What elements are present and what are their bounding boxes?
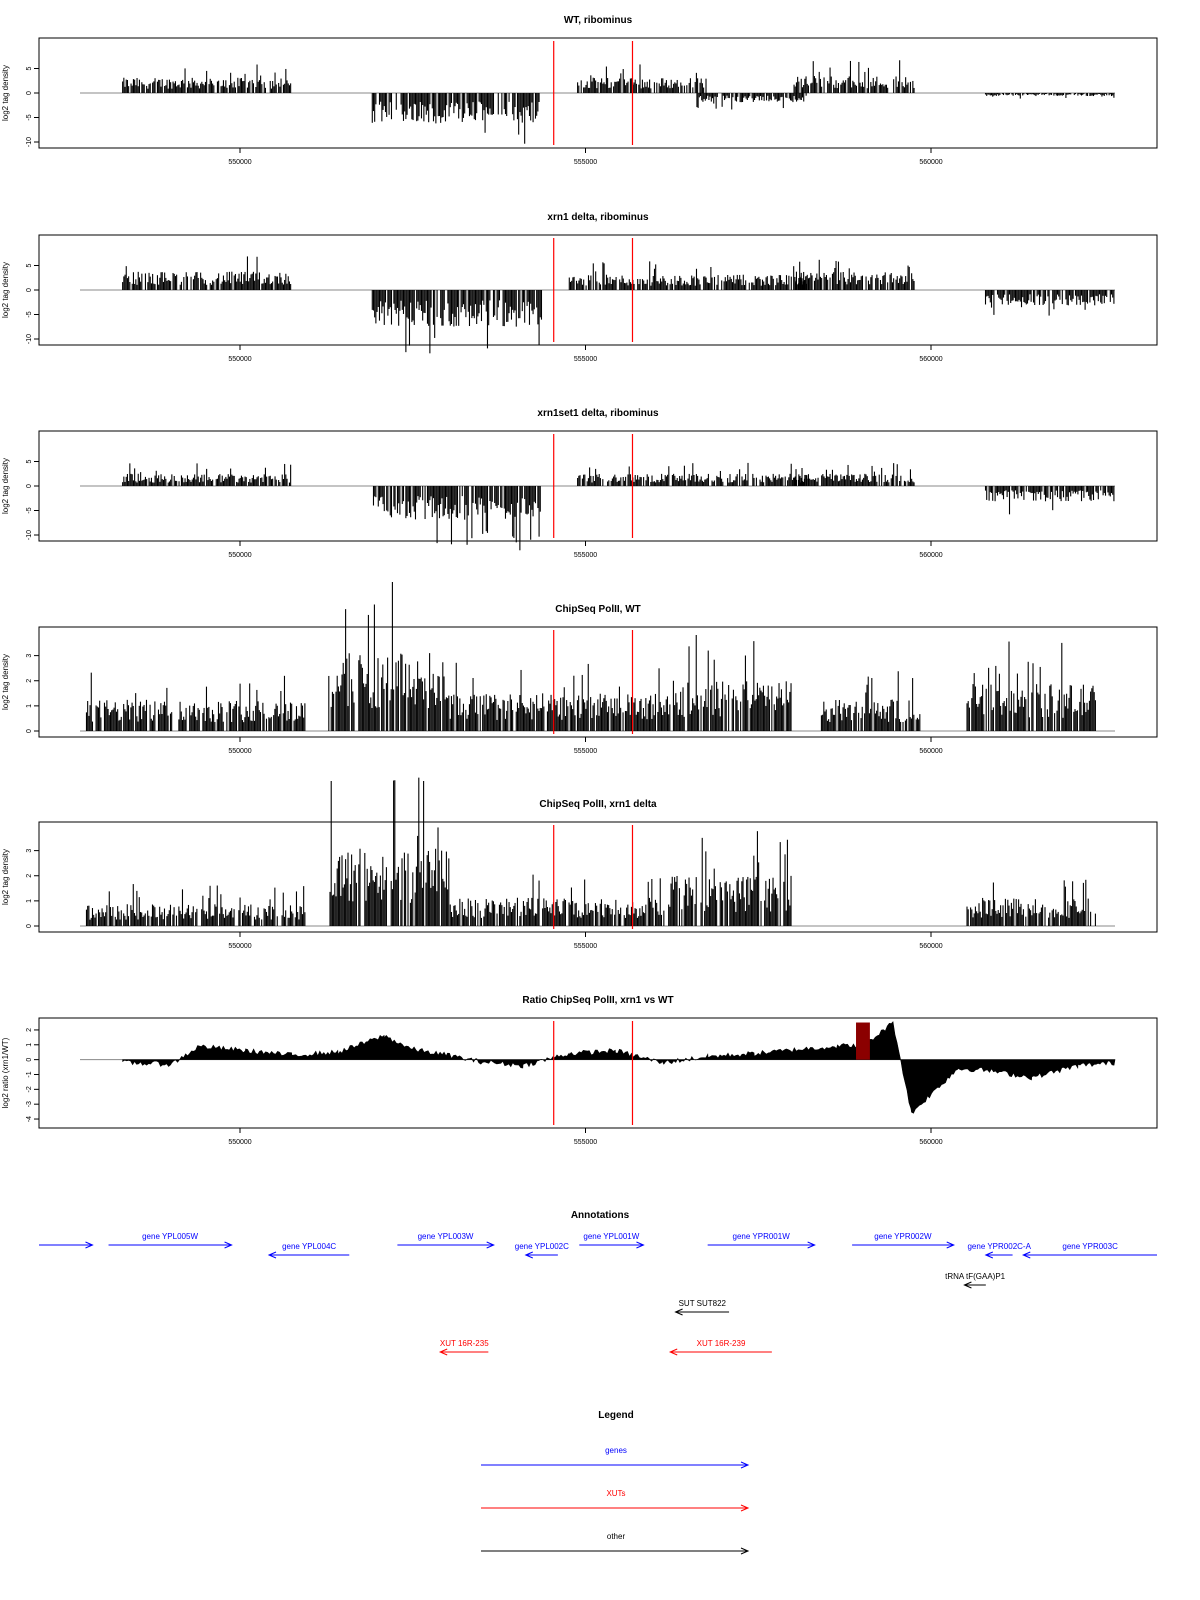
x-tick-label-4: 550000 — [228, 748, 251, 755]
x-tick-label-1: 555000 — [574, 159, 597, 166]
plot-frame-4 — [38, 626, 1158, 738]
x-tick-label-1: 550000 — [228, 159, 251, 166]
y-tick-label-2: -10 — [26, 334, 33, 344]
x-tick-label-3: 560000 — [919, 552, 942, 559]
y-tick-label-1: -10 — [26, 137, 33, 147]
gene-arrow-head — [85, 1241, 94, 1249]
gene-label: gene YPL003W — [418, 1232, 474, 1241]
y-axis-label-5: log2 tag density — [1, 849, 10, 905]
y-tick-label-5: 0 — [26, 924, 33, 928]
track-title-1: WT, ribominus — [564, 15, 633, 26]
legend-item-label: other — [607, 1532, 626, 1541]
other-arrow-head — [674, 1308, 683, 1316]
gene-label: gene YPR002W — [874, 1232, 932, 1241]
track-title-6: Ratio ChipSeq PolII, xrn1 vs WT — [522, 995, 673, 1006]
xut-arrow-head — [668, 1348, 678, 1356]
gene-label: gene YPR003C — [1062, 1242, 1118, 1251]
legend-item-arrow-head — [740, 1461, 750, 1469]
other-label: tRNA tF(GAA)P1 — [945, 1272, 1006, 1281]
y-tick-label-6: 0 — [26, 1058, 33, 1062]
y-tick-label-6: -4 — [26, 1116, 33, 1122]
gene-arrow-head — [984, 1251, 994, 1259]
y-tick-label-3: -5 — [26, 507, 33, 513]
gene-arrow-head — [524, 1251, 533, 1259]
legend-item-label: genes — [605, 1446, 627, 1455]
xut-arrow-head — [438, 1348, 448, 1356]
y-axis-label-2: log2 tag density — [1, 262, 10, 318]
y-tick-label-6: -3 — [26, 1101, 33, 1107]
gene-arrow-head — [946, 1241, 955, 1249]
gene-label: gene YPR002C-A — [967, 1242, 1031, 1251]
y-tick-label-2: 0 — [26, 288, 33, 292]
gene-arrow-head — [486, 1241, 495, 1249]
xut-label: XUT 16R-239 — [697, 1339, 746, 1348]
gene-arrow-head — [807, 1241, 816, 1249]
gene-label: gene YPL002C — [515, 1242, 569, 1251]
y-tick-label-3: 5 — [26, 459, 33, 463]
track-title-4: ChipSeq PolII, WT — [555, 604, 641, 615]
xut-label: XUT 16R-235 — [440, 1339, 489, 1348]
y-tick-label-4: 1 — [26, 704, 33, 708]
x-tick-label-4: 555000 — [574, 748, 597, 755]
y-tick-label-2: 5 — [26, 263, 33, 267]
y-tick-label-6: -2 — [26, 1086, 33, 1092]
gene-label: gene YPL004C — [282, 1242, 336, 1251]
y-tick-label-5: 3 — [26, 849, 33, 853]
y-tick-label-2: -5 — [26, 311, 33, 317]
x-tick-label-6: 560000 — [919, 1139, 942, 1146]
gene-arrow-head — [224, 1241, 233, 1249]
x-tick-label-6: 550000 — [228, 1139, 251, 1146]
gene-label: gene YPR001W — [733, 1232, 791, 1241]
x-tick-label-5: 550000 — [228, 943, 251, 950]
x-tick-label-5: 555000 — [574, 943, 597, 950]
y-tick-label-6: 1 — [26, 1043, 33, 1047]
y-tick-label-5: 2 — [26, 874, 33, 878]
track-title-5: ChipSeq PolII, xrn1 delta — [539, 799, 657, 810]
y-tick-label-1: 0 — [26, 91, 33, 95]
x-tick-label-2: 550000 — [228, 356, 251, 363]
y-tick-label-4: 3 — [26, 654, 33, 658]
y-axis-label-6: log2 ratio (xrn1/WT) — [1, 1037, 10, 1108]
track-title-3: xrn1set1 delta, ribominus — [537, 408, 659, 419]
gene-arrow-head — [1022, 1251, 1031, 1259]
x-tick-label-3: 550000 — [228, 552, 251, 559]
plot-frame-6 — [38, 1017, 1158, 1129]
plot-frame-5 — [38, 821, 1158, 933]
y-axis-label-1: log2 tag density — [1, 65, 10, 121]
x-tick-label-2: 555000 — [574, 356, 597, 363]
y-tick-label-3: -10 — [26, 530, 33, 540]
other-label: SUT SUT822 — [679, 1299, 727, 1308]
track-title-2: xrn1 delta, ribominus — [547, 212, 649, 223]
y-tick-label-4: 2 — [26, 679, 33, 683]
y-tick-label-4: 0 — [26, 729, 33, 733]
ratio-area — [122, 1021, 1116, 1114]
legend-item-arrow-head — [740, 1504, 750, 1512]
x-tick-label-1: 560000 — [919, 159, 942, 166]
other-arrow-head — [963, 1281, 972, 1289]
y-axis-label-3: log2 tag density — [1, 458, 10, 514]
y-tick-label-6: 2 — [26, 1028, 33, 1032]
y-tick-label-3: 0 — [26, 484, 33, 488]
ratio-highlight — [856, 1022, 870, 1060]
legend-title: Legend — [598, 1410, 634, 1421]
gene-label: gene YPL001W — [583, 1232, 639, 1241]
gene-arrow-head — [267, 1251, 277, 1259]
gene-label: gene YPL005W — [142, 1232, 198, 1241]
x-tick-label-4: 560000 — [919, 748, 942, 755]
x-tick-label-5: 560000 — [919, 943, 942, 950]
annotations-title: Annotations — [571, 1210, 630, 1221]
y-axis-label-4: log2 tag density — [1, 654, 10, 710]
y-tick-label-6: -1 — [26, 1071, 33, 1077]
y-tick-label-1: 5 — [26, 66, 33, 70]
legend-item-label: XUTs — [606, 1489, 625, 1498]
x-tick-label-3: 555000 — [574, 552, 597, 559]
legend-item-arrow-head — [740, 1547, 750, 1555]
x-tick-label-2: 560000 — [919, 356, 942, 363]
gene-arrow-head — [636, 1241, 645, 1249]
y-tick-label-1: -5 — [26, 114, 33, 120]
y-tick-label-5: 1 — [26, 899, 33, 903]
x-tick-label-6: 555000 — [574, 1139, 597, 1146]
